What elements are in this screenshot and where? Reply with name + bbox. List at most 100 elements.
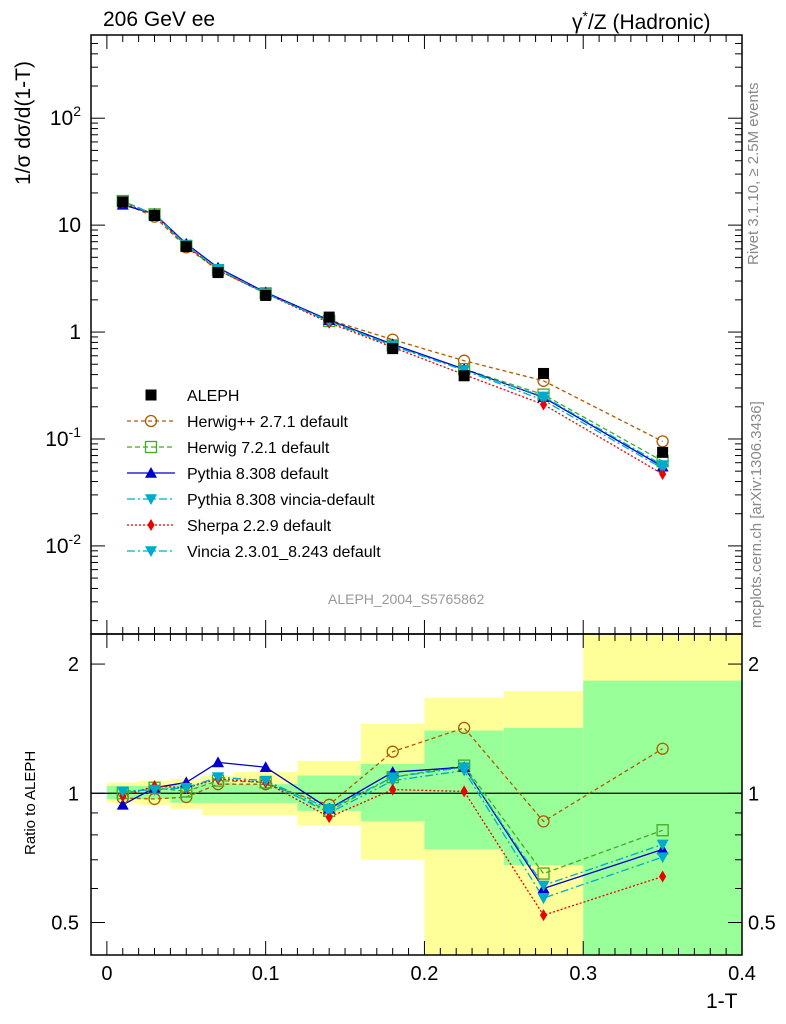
ratio-point-s5-3 [212, 772, 225, 784]
legend-label-2: Herwig 7.2.1 default [187, 440, 330, 457]
ratio-point-s4-6 [389, 783, 397, 796]
axis-tick-labels: 0 0.1 0.2 0.3 0.4 10-2 10-1 1 10 102 0.5 0.5 1 1 2 2 [45, 103, 776, 985]
ratio-y-tick-label-right-0: 0.5 [748, 912, 776, 934]
ratio-point-s5-8 [537, 880, 550, 892]
ratio-point-s0-6 [386, 745, 399, 758]
ratio-line-series-5 [122, 766, 663, 887]
ratio-point-s5-5 [323, 804, 336, 815]
main-line-series-0 [122, 202, 663, 442]
main-line-series-3 [122, 200, 663, 470]
main-point-s4-9 [659, 468, 667, 481]
legend-label-3: Pythia 8.308 default [187, 466, 329, 483]
ratio-point-s2-3 [212, 756, 225, 768]
main-y-tick-label-3: 10 [58, 214, 81, 237]
aleph-point-9 [657, 446, 669, 458]
ratio-point-s3-8 [537, 893, 550, 905]
mcplots-label: mcplots.cern.ch [arXiv:1306.3436] [748, 401, 765, 628]
ratio-point-s5-1 [148, 784, 161, 796]
ratio-point-s4-9 [659, 870, 667, 883]
ratio-y-tick-label-left-2: 2 [68, 654, 79, 676]
x-tick-label-3: 0.3 [569, 963, 597, 985]
main-series-markers [116, 194, 669, 481]
ratio-point-s0-7 [457, 721, 471, 735]
ratio-point-s1-9 [656, 824, 669, 837]
ratio-line-series-3 [122, 769, 663, 899]
ratio-series-markers [116, 721, 669, 922]
legend-label-0: ALEPH [187, 388, 239, 405]
ratio-point-s5-6 [386, 772, 399, 784]
process-label-prefix: γ [572, 11, 583, 34]
ratio-point-s5-0 [116, 786, 129, 798]
ratio-point-s5-9 [656, 839, 669, 851]
ratio-point-s0-8 [537, 815, 550, 828]
main-y-tick-label-4: 102 [50, 103, 81, 130]
main-y-axis-label: 1/σ dσ/d(1-T) [12, 61, 35, 185]
process-label-sup: * [582, 8, 588, 24]
ratio-y-tick-label-right-1: 1 [748, 783, 759, 805]
x-tick-label-2: 0.2 [411, 963, 439, 985]
x-tick-label-1: 0.1 [252, 963, 280, 985]
ratio-point-s4-5 [325, 811, 333, 824]
ratio-point-s4-7 [460, 785, 468, 798]
analysis-label: ALEPH_2004_S5765862 [328, 591, 485, 607]
legend-label-4: Pythia 8.308 vincia-default [187, 492, 375, 509]
ratio-y-tick-label-right-2: 2 [748, 654, 759, 676]
ratio-point-s5-7 [458, 762, 471, 774]
legend-marker-5 [147, 519, 155, 531]
aleph-point-4 [260, 289, 272, 301]
aleph-point-5 [323, 311, 335, 323]
aleph-point-2 [180, 241, 192, 253]
ratio-line-series-4 [122, 778, 663, 916]
main-point-s4-8 [539, 398, 548, 411]
process-label-suffix: /Z (Hadronic) [587, 11, 711, 34]
main-point-s5-8 [537, 391, 550, 403]
legend-label-1: Herwig++ 2.7.1 default [187, 414, 349, 431]
ratio-point-s5-4 [259, 775, 272, 787]
legend-marker-0 [145, 389, 157, 401]
main-y-tick-label-0: 10-2 [45, 531, 81, 558]
ratio-point-s5-2 [180, 782, 193, 794]
ratio-point-s2-0 [116, 798, 129, 810]
ratio-uncertainty-bands [106, 634, 742, 955]
plot-frames [90, 34, 743, 956]
aleph-point-1 [149, 210, 161, 222]
main-point-s5-9 [656, 460, 669, 472]
aleph-point-6 [387, 343, 399, 355]
x-tick-label-4: 0.4 [728, 963, 756, 985]
ratio-point-s4-8 [539, 909, 548, 922]
legend-marker-2 [144, 440, 158, 454]
aleph-point-3 [212, 267, 224, 279]
main-y-tick-label-2: 1 [69, 321, 81, 344]
ratio-y-tick-label-left-1: 1 [68, 783, 79, 805]
x-axis-label: 1-T [706, 990, 738, 1013]
process-label: γ*/Z (Hadronic) [572, 8, 710, 35]
legend-marker-3 [145, 467, 157, 478]
aleph-point-0 [117, 196, 129, 208]
ratio-series-lines [122, 727, 663, 916]
legend-label-6: Vincia 2.3.01_8.243 default [187, 544, 381, 561]
ratio-y-tick-label-left-0: 0.5 [51, 912, 79, 934]
aleph-point-7 [458, 370, 470, 382]
axis-ticks [91, 34, 743, 955]
band-green-9 [583, 680, 742, 955]
aleph-point-8 [538, 367, 550, 379]
ratio-y-axis-label: Ratio to ALEPH [22, 750, 39, 855]
ratio-point-s2-4 [259, 761, 272, 773]
main-line-series-4 [122, 202, 663, 475]
ratio-plot-frame [90, 633, 743, 956]
ratio-point-s0-9 [656, 742, 669, 755]
x-tick-label-0: 0 [101, 963, 112, 985]
band-green-8 [503, 727, 584, 866]
band-green-3 [202, 782, 234, 803]
legend: ALEPH Herwig++ 2.7.1 default Herwig 7.2.1 … [127, 388, 381, 561]
legend-label-5: Sherpa 2.2.9 default [187, 518, 332, 535]
main-series-lines [122, 200, 663, 475]
main-y-tick-label-1: 10-1 [45, 424, 81, 451]
ratio-point-s3-9 [656, 852, 669, 864]
rivet-label: Rivet 3.1.10, ≥ 2.5M events [745, 82, 762, 266]
ratio-line-series-2 [122, 761, 663, 890]
legend-marker-4 [145, 494, 157, 505]
legend-marker-1 [144, 414, 158, 428]
ratio-point-s1-8 [537, 867, 550, 880]
